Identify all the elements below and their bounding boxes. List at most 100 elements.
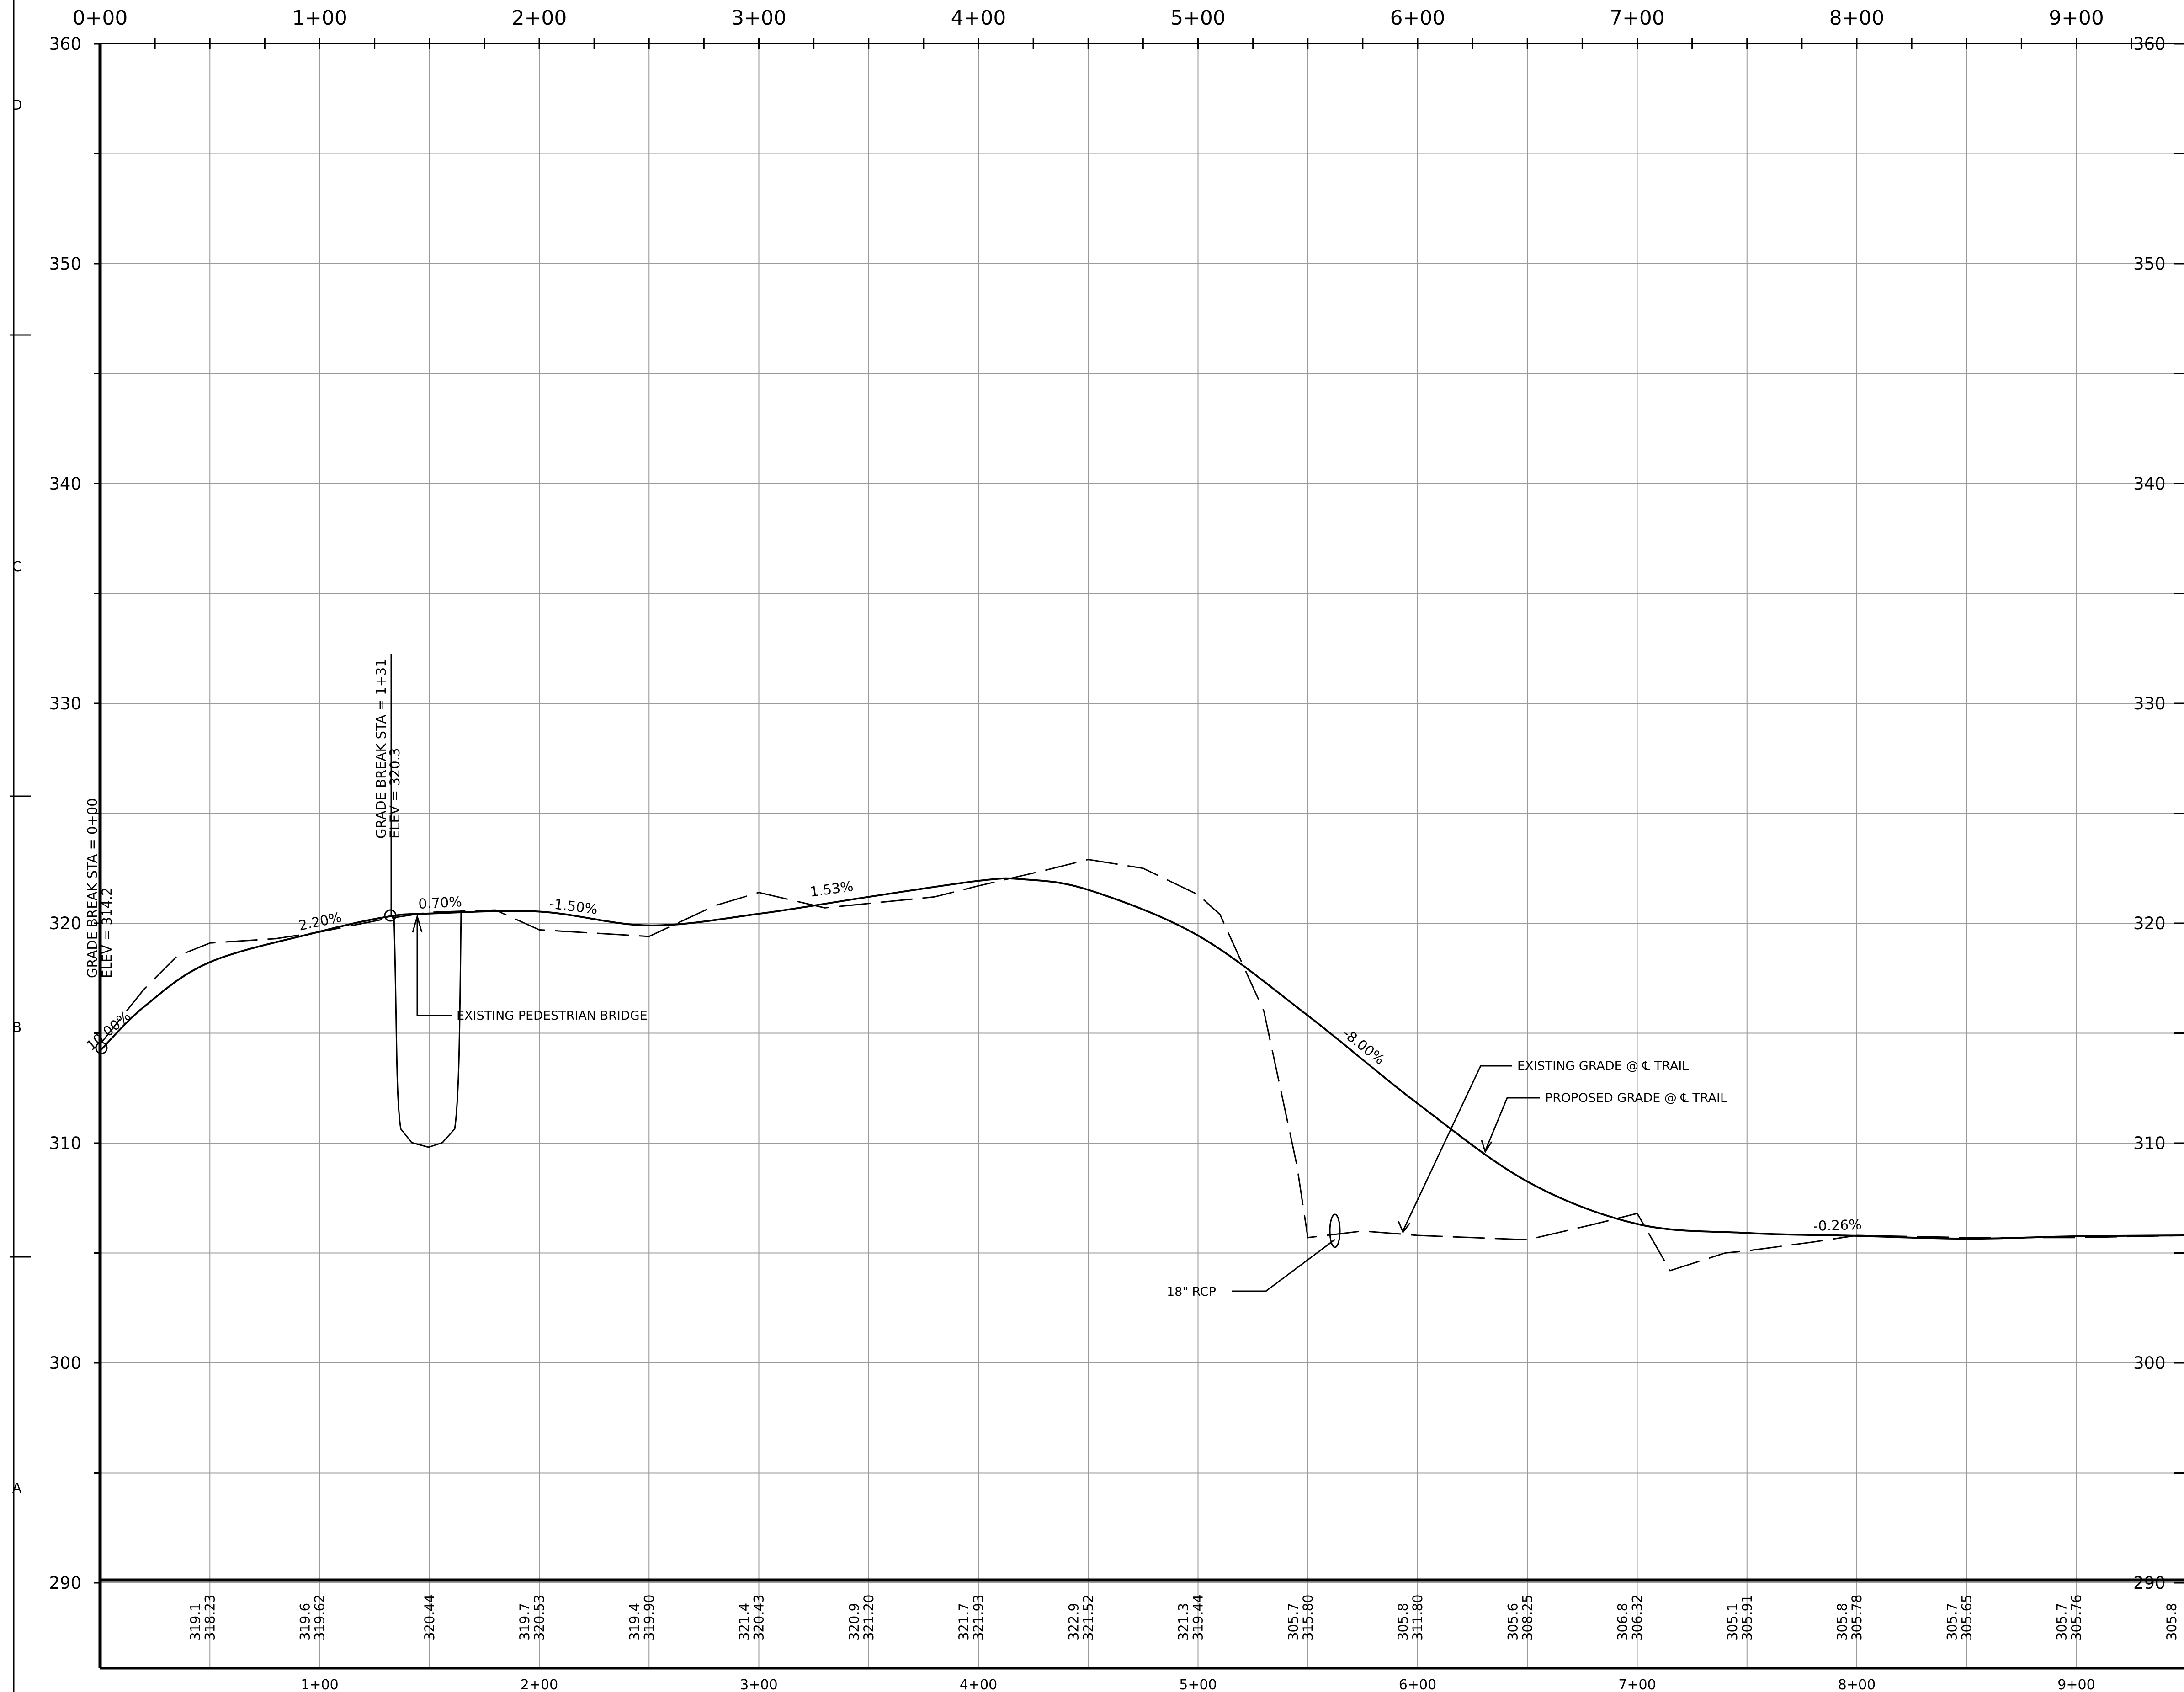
rcp-callout-leader — [1232, 1239, 1335, 1292]
zone-letter-a: A — [12, 1480, 22, 1496]
elevation-label-right: 350 — [2133, 254, 2166, 274]
elevation-label-right: 300 — [2133, 1353, 2166, 1373]
existing-grade-arrow — [1398, 1221, 1411, 1234]
existing-elevation-value: 320.9 — [846, 1603, 862, 1641]
station-label-bottom: 3+00 — [740, 1677, 777, 1692]
bridge-outline — [393, 909, 462, 1148]
zone-letter-b: B — [12, 1020, 22, 1036]
station-label-top: 2+00 — [512, 6, 567, 30]
station-label-top: 9+00 — [2049, 6, 2104, 30]
existing-grade-profile — [99, 858, 2184, 1272]
proposed-elevation-value: 311.80 — [1410, 1595, 1425, 1641]
station-label-top: 3+00 — [731, 6, 786, 30]
profile-frame — [98, 43, 2184, 1670]
station-label-bottom: 7+00 — [1618, 1677, 1656, 1692]
station-label-top: 8+00 — [1829, 6, 1885, 30]
existing-elevation-value: 305.1 — [1725, 1603, 1740, 1641]
proposed-elevation-value: 321.20 — [861, 1595, 877, 1641]
elevation-label-left: 330 — [49, 694, 81, 713]
right-elevation-labels: 360 350 340 330 320 310 300 290 — [2133, 34, 2166, 1593]
elevation-label-right: 360 — [2133, 34, 2166, 54]
rcp-label: 18" RCP — [1167, 1285, 1216, 1299]
station-label-bottom: 8+00 — [1838, 1677, 1876, 1692]
proposed-elevation-value: 306.32 — [1630, 1595, 1645, 1641]
bridge-callout-arrow — [412, 914, 423, 1016]
zone-letter-d: D — [11, 97, 22, 113]
pedestrian-bridge — [95, 654, 462, 1148]
proposed-elevation-value: 305.76 — [2069, 1595, 2084, 1641]
existing-elevation-value: 305.6 — [1505, 1603, 1520, 1641]
slope-label: -0.26% — [1813, 1217, 1862, 1234]
station-label-top: 5+00 — [1170, 6, 1226, 30]
proposed-elevation-value: 321.52 — [1080, 1595, 1096, 1641]
profile-grid — [94, 38, 2184, 1668]
top-station-labels: 0+00 1+00 2+00 3+00 4+00 5+00 6+00 7+00 … — [73, 6, 2104, 30]
existing-elevation-value: 321.3 — [1176, 1603, 1191, 1641]
elevation-label-left: 300 — [49, 1353, 81, 1373]
existing-elevation-value: 305.7 — [1286, 1603, 1301, 1641]
elevation-label-right: 330 — [2133, 694, 2166, 713]
proposed-elevation-value: 320.43 — [751, 1595, 767, 1641]
existing-elevation-value: 319.6 — [298, 1603, 313, 1641]
existing-elevation-value: 322.9 — [1066, 1603, 1081, 1641]
proposed-elevation-value: 321.93 — [971, 1595, 986, 1641]
proposed-elevation-value: 305.65 — [1959, 1595, 1974, 1641]
rcp-pipe — [1232, 1213, 1341, 1292]
existing-elevation-value: 319.4 — [627, 1603, 642, 1641]
station-label-bottom: 4+00 — [960, 1677, 997, 1692]
proposed-grade-leader — [1484, 1097, 1540, 1151]
sheet-border-strip: D C B A — [10, 0, 31, 1692]
grade-break-marker — [384, 909, 397, 922]
station-label-bottom: 2+00 — [521, 1677, 558, 1692]
proposed-elevation-value: 319.44 — [1190, 1595, 1206, 1641]
existing-elevation-value: 305.7 — [2054, 1603, 2070, 1641]
existing-grade-label: EXISTING GRADE @ ℄ TRAIL — [1517, 1059, 1689, 1073]
station-label-top: 7+00 — [1610, 6, 1665, 30]
proposed-elevation-value: 318.23 — [202, 1595, 218, 1641]
proposed-grade-label: PROPOSED GRADE @ ℄ TRAIL — [1545, 1091, 1727, 1105]
elevation-label-left: 340 — [49, 474, 81, 494]
elevation-label-right: 340 — [2133, 474, 2166, 494]
elevation-label-right: 290 — [2133, 1573, 2166, 1593]
bottom-station-labels: 1+00 2+00 3+00 4+00 5+00 6+00 7+00 8+00 … — [301, 1677, 2095, 1692]
existing-grade-leader — [1402, 1065, 1512, 1231]
proposed-elevation-value: 315.80 — [1300, 1595, 1316, 1641]
grade-callout-leaders — [1398, 1065, 1540, 1234]
rcp-pipe-ellipse — [1329, 1213, 1341, 1248]
existing-elevation-value: 321.7 — [956, 1603, 972, 1641]
existing-elevation-value: 305.8 — [1834, 1603, 1850, 1641]
elevation-label-left: 360 — [49, 34, 81, 54]
existing-elevation-value: 319.1 — [187, 1603, 203, 1641]
proposed-elevation-value: 320.53 — [531, 1595, 547, 1641]
station-label-bottom: 1+00 — [301, 1677, 338, 1692]
elevation-label-left: 350 — [49, 254, 81, 274]
elevation-label-right: 320 — [2133, 914, 2166, 933]
station-label-top: 1+00 — [292, 6, 347, 30]
existing-elevation-value: 321.4 — [737, 1603, 752, 1641]
pedestrian-bridge-label: EXISTING PEDESTRIAN BRIDGE — [457, 1009, 648, 1023]
station-label-bottom: 9+00 — [2057, 1677, 2095, 1692]
proposed-elevation-value: 320.44 — [422, 1595, 437, 1641]
elevation-label-left: 320 — [49, 914, 81, 933]
station-label-top: 4+00 — [951, 6, 1006, 30]
existing-elevation-value: 305.8 — [2164, 1603, 2179, 1641]
grade-break-elev-label: ELEV = 320.3 — [387, 748, 403, 839]
slope-label: 0.70% — [418, 894, 462, 912]
left-elevation-labels: 360 350 340 330 320 310 300 290 — [49, 34, 81, 1593]
station-label-bottom: 5+00 — [1179, 1677, 1217, 1692]
existing-elevation-value: 319.7 — [517, 1603, 532, 1641]
station-label-bottom: 6+00 — [1399, 1677, 1436, 1692]
proposed-elevation-value: 319.62 — [312, 1595, 328, 1641]
grade-break-elev-label: ELEV = 314.2 — [99, 888, 115, 978]
proposed-grade-arrow — [1481, 1140, 1493, 1154]
zone-letter-c: C — [12, 559, 22, 575]
proposed-elevation-value: 305.91 — [1739, 1595, 1755, 1641]
existing-elevation-value: 305.7 — [1944, 1603, 1960, 1641]
existing-elevation-value: 305.8 — [1395, 1603, 1411, 1641]
proposed-elevation-value: 319.90 — [641, 1595, 657, 1641]
grade-break-marker — [95, 1042, 108, 1054]
existing-elevation-value: 306.8 — [1615, 1603, 1631, 1641]
proposed-elevation-value: 305.78 — [1849, 1595, 1865, 1641]
grade-break-station-label: GRADE BREAK STA = 0+00 — [85, 798, 100, 978]
